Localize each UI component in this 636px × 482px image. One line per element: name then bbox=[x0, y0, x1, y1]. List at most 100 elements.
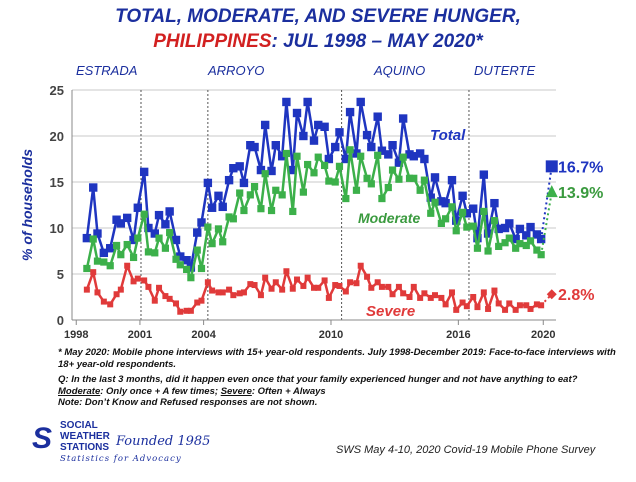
data-point-moderate bbox=[293, 152, 301, 160]
x-tick-label-2010: 2010 bbox=[319, 329, 343, 341]
data-point-severe bbox=[294, 276, 301, 283]
data-point-moderate bbox=[100, 258, 108, 266]
data-point-moderate bbox=[388, 166, 397, 174]
data-point-severe bbox=[94, 289, 101, 296]
data-point-moderate bbox=[490, 217, 499, 225]
logo-tagline: Statistics for Advocacy bbox=[60, 454, 182, 464]
data-point-moderate bbox=[469, 222, 477, 230]
data-point-total bbox=[171, 235, 181, 245]
data-point-total bbox=[331, 142, 340, 152]
data-point-total bbox=[398, 114, 408, 123]
data-point-total bbox=[473, 233, 482, 243]
data-point-moderate bbox=[325, 177, 333, 185]
data-point-total bbox=[129, 235, 138, 245]
data-point-moderate bbox=[214, 225, 223, 233]
data-point-moderate bbox=[193, 246, 201, 254]
data-point-moderate bbox=[106, 262, 114, 270]
data-point-severe bbox=[448, 289, 455, 296]
data-point-moderate bbox=[431, 198, 439, 206]
data-point-severe bbox=[90, 269, 97, 276]
data-point-total bbox=[112, 215, 121, 224]
data-point-moderate bbox=[272, 186, 280, 194]
y-tick-label-5: 5 bbox=[57, 267, 64, 282]
data-point-severe bbox=[516, 302, 523, 309]
data-point-severe bbox=[230, 292, 237, 299]
data-point-severe bbox=[502, 306, 509, 313]
data-point-severe bbox=[141, 277, 148, 284]
data-label-total-may2020: 16.7% bbox=[558, 159, 603, 176]
chart-series bbox=[82, 97, 558, 315]
data-point-moderate bbox=[261, 170, 269, 178]
data-point-severe bbox=[289, 285, 296, 292]
data-point-moderate bbox=[501, 239, 509, 247]
data-point-moderate bbox=[399, 153, 407, 161]
data-point-total bbox=[362, 130, 372, 140]
data-point-severe bbox=[117, 286, 124, 293]
data-point-total bbox=[256, 165, 266, 175]
data-point-severe bbox=[162, 293, 169, 300]
data-point-severe bbox=[315, 284, 322, 291]
x-tick-label-2004: 2004 bbox=[191, 329, 216, 341]
data-point-total bbox=[494, 224, 503, 234]
data-point-moderate bbox=[176, 261, 184, 269]
data-point-total bbox=[458, 191, 467, 200]
note-severe-term: Severe bbox=[220, 385, 252, 397]
data-point-severe bbox=[480, 289, 487, 296]
data-point-total bbox=[314, 120, 323, 130]
data-point-moderate bbox=[250, 183, 259, 191]
data-point-total bbox=[437, 197, 446, 206]
data-point-severe bbox=[251, 282, 258, 289]
data-point-severe bbox=[491, 287, 498, 294]
data-point-severe bbox=[151, 297, 158, 304]
data-point-severe bbox=[83, 286, 90, 293]
data-point-severe bbox=[523, 302, 530, 309]
data-point-severe bbox=[219, 289, 226, 296]
data-point-total bbox=[246, 141, 255, 150]
data-point-total bbox=[515, 224, 525, 234]
y-axis-title: % of households bbox=[19, 149, 35, 261]
data-point-moderate bbox=[512, 244, 520, 252]
data-point-severe bbox=[166, 295, 173, 302]
data-point-moderate bbox=[229, 215, 237, 223]
data-point-moderate bbox=[526, 237, 535, 245]
data-point-moderate bbox=[378, 194, 386, 203]
data-point-total bbox=[441, 198, 450, 208]
data-point-severe bbox=[145, 283, 152, 290]
data-point-moderate bbox=[123, 240, 131, 249]
data-point-total bbox=[176, 252, 185, 261]
data-point-total bbox=[367, 142, 376, 152]
data-point-severe bbox=[257, 292, 264, 299]
data-point-severe bbox=[194, 299, 201, 306]
data-point-total bbox=[250, 142, 259, 152]
data-point-moderate bbox=[480, 207, 488, 216]
chart-title-line2: PHILIPPINES: JUL 1998 – MAY 2020* bbox=[0, 31, 636, 53]
data-point-severe bbox=[262, 274, 269, 281]
data-point-moderate bbox=[352, 186, 361, 194]
data-point-moderate bbox=[129, 253, 138, 262]
chart-title-line1: TOTAL, MODERATE, AND SEVERE HUNGER, bbox=[115, 6, 521, 27]
logo-line1: SOCIAL bbox=[60, 420, 98, 431]
data-point-severe bbox=[470, 294, 477, 300]
series-label-severe: Severe bbox=[366, 303, 415, 320]
data-point-severe bbox=[283, 268, 290, 275]
data-point-severe bbox=[130, 278, 137, 285]
logo-line2: WEATHER bbox=[60, 431, 110, 442]
data-point-moderate bbox=[289, 207, 297, 216]
data-point-total bbox=[267, 166, 276, 176]
data-point-total bbox=[341, 154, 351, 164]
data-point-severe bbox=[442, 301, 449, 308]
data-point-severe bbox=[406, 294, 413, 300]
data-point-severe bbox=[113, 291, 120, 298]
logo-line3: STATIONS bbox=[60, 442, 110, 453]
x-tick-label-1998: 1998 bbox=[64, 329, 88, 341]
data-point-severe bbox=[183, 307, 190, 314]
data-point-total bbox=[373, 112, 382, 121]
y-tick-label-0: 0 bbox=[57, 313, 64, 328]
data-point-total bbox=[218, 202, 227, 212]
data-point-moderate bbox=[240, 206, 248, 215]
data-point-total bbox=[526, 222, 535, 232]
x-tick-label-2020: 2020 bbox=[531, 329, 555, 341]
data-point-severe bbox=[321, 277, 328, 284]
y-tick-label-10: 10 bbox=[50, 221, 64, 236]
logo-founded: Founded 1985 bbox=[116, 434, 211, 449]
